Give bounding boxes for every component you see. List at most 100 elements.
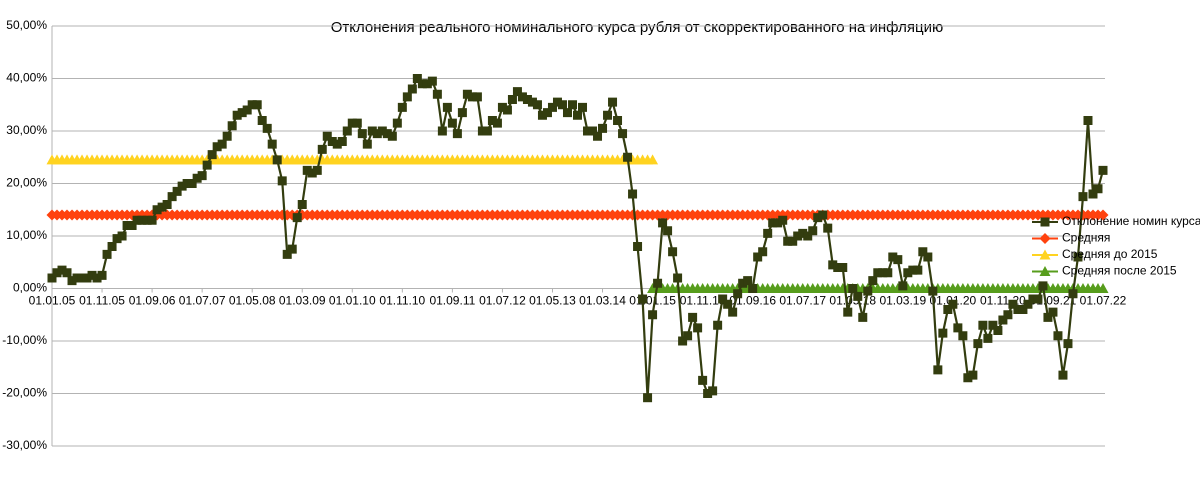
marker — [1097, 283, 1109, 293]
marker — [833, 263, 843, 272]
x-tick-label: 01.09.06 — [129, 294, 176, 308]
marker — [317, 144, 327, 154]
marker — [547, 102, 557, 112]
marker — [1008, 299, 1018, 309]
marker — [598, 123, 608, 133]
marker — [838, 263, 848, 272]
marker — [703, 389, 713, 398]
marker — [643, 393, 653, 403]
y-tick-label: 0,00% — [13, 281, 47, 295]
marker — [397, 102, 407, 112]
marker — [948, 299, 958, 309]
marker — [678, 336, 688, 346]
marker — [182, 179, 192, 188]
marker — [527, 97, 537, 107]
marker — [487, 116, 497, 125]
marker — [312, 165, 322, 175]
marker — [583, 126, 593, 136]
marker — [497, 102, 507, 112]
marker — [1023, 299, 1033, 309]
marker — [447, 118, 457, 128]
marker — [788, 236, 798, 246]
marker — [462, 89, 472, 99]
marker — [1068, 289, 1078, 299]
marker — [147, 215, 157, 225]
marker — [157, 202, 167, 212]
marker — [237, 108, 247, 118]
marker — [1058, 370, 1068, 380]
marker — [1038, 281, 1048, 291]
marker — [693, 323, 703, 333]
marker — [557, 100, 567, 110]
marker — [192, 173, 202, 183]
marker — [993, 326, 1003, 335]
marker — [532, 100, 542, 110]
marker — [67, 276, 77, 286]
marker — [252, 100, 262, 110]
marker — [1098, 165, 1108, 175]
marker — [142, 215, 152, 225]
marker — [953, 323, 963, 333]
marker — [197, 171, 207, 181]
marker — [1013, 305, 1023, 314]
marker — [983, 333, 993, 343]
marker — [107, 242, 117, 251]
marker — [137, 215, 147, 225]
marker — [923, 252, 933, 262]
marker — [437, 126, 447, 136]
marker — [82, 273, 92, 283]
marker — [1088, 189, 1098, 199]
marker — [913, 265, 923, 275]
marker — [52, 268, 62, 278]
marker — [442, 102, 452, 112]
marker — [57, 265, 67, 275]
marker — [818, 210, 828, 220]
marker — [152, 205, 162, 215]
marker — [1078, 192, 1088, 202]
marker — [873, 268, 883, 278]
marker — [1083, 116, 1093, 125]
marker — [1039, 249, 1051, 260]
marker — [958, 331, 968, 341]
marker — [212, 142, 222, 152]
marker — [933, 365, 943, 375]
marker — [277, 176, 287, 186]
y-tick-label: -10,00% — [2, 333, 47, 347]
y-tick-label: 30,00% — [6, 123, 47, 137]
marker — [172, 186, 182, 196]
x-tick-label: 01.07.17 — [779, 294, 826, 308]
x-tick-label: 01.05.08 — [229, 294, 276, 308]
marker — [512, 87, 522, 97]
marker — [352, 118, 362, 128]
marker — [868, 276, 878, 286]
marker — [372, 129, 382, 139]
marker — [562, 108, 572, 118]
marker — [908, 265, 918, 275]
marker — [417, 79, 427, 89]
marker — [467, 92, 477, 102]
marker — [522, 95, 532, 104]
marker — [332, 139, 342, 149]
marker — [257, 116, 267, 125]
marker — [162, 200, 172, 209]
y-tick-label: 40,00% — [6, 71, 47, 85]
marker — [72, 273, 82, 283]
legend-label: Средняя до 2015 — [1062, 247, 1158, 261]
marker — [718, 294, 728, 304]
marker — [778, 215, 788, 225]
marker — [127, 221, 137, 230]
legend-label: Средняя после 2015 — [1062, 264, 1177, 278]
marker — [207, 150, 217, 160]
marker — [1028, 294, 1038, 304]
marker — [427, 76, 437, 86]
marker — [798, 228, 808, 238]
marker — [733, 289, 743, 299]
marker — [623, 152, 633, 162]
marker — [187, 179, 197, 188]
marker — [217, 139, 227, 149]
marker — [402, 92, 412, 102]
marker — [307, 168, 317, 178]
marker — [97, 270, 107, 280]
marker — [683, 331, 693, 341]
